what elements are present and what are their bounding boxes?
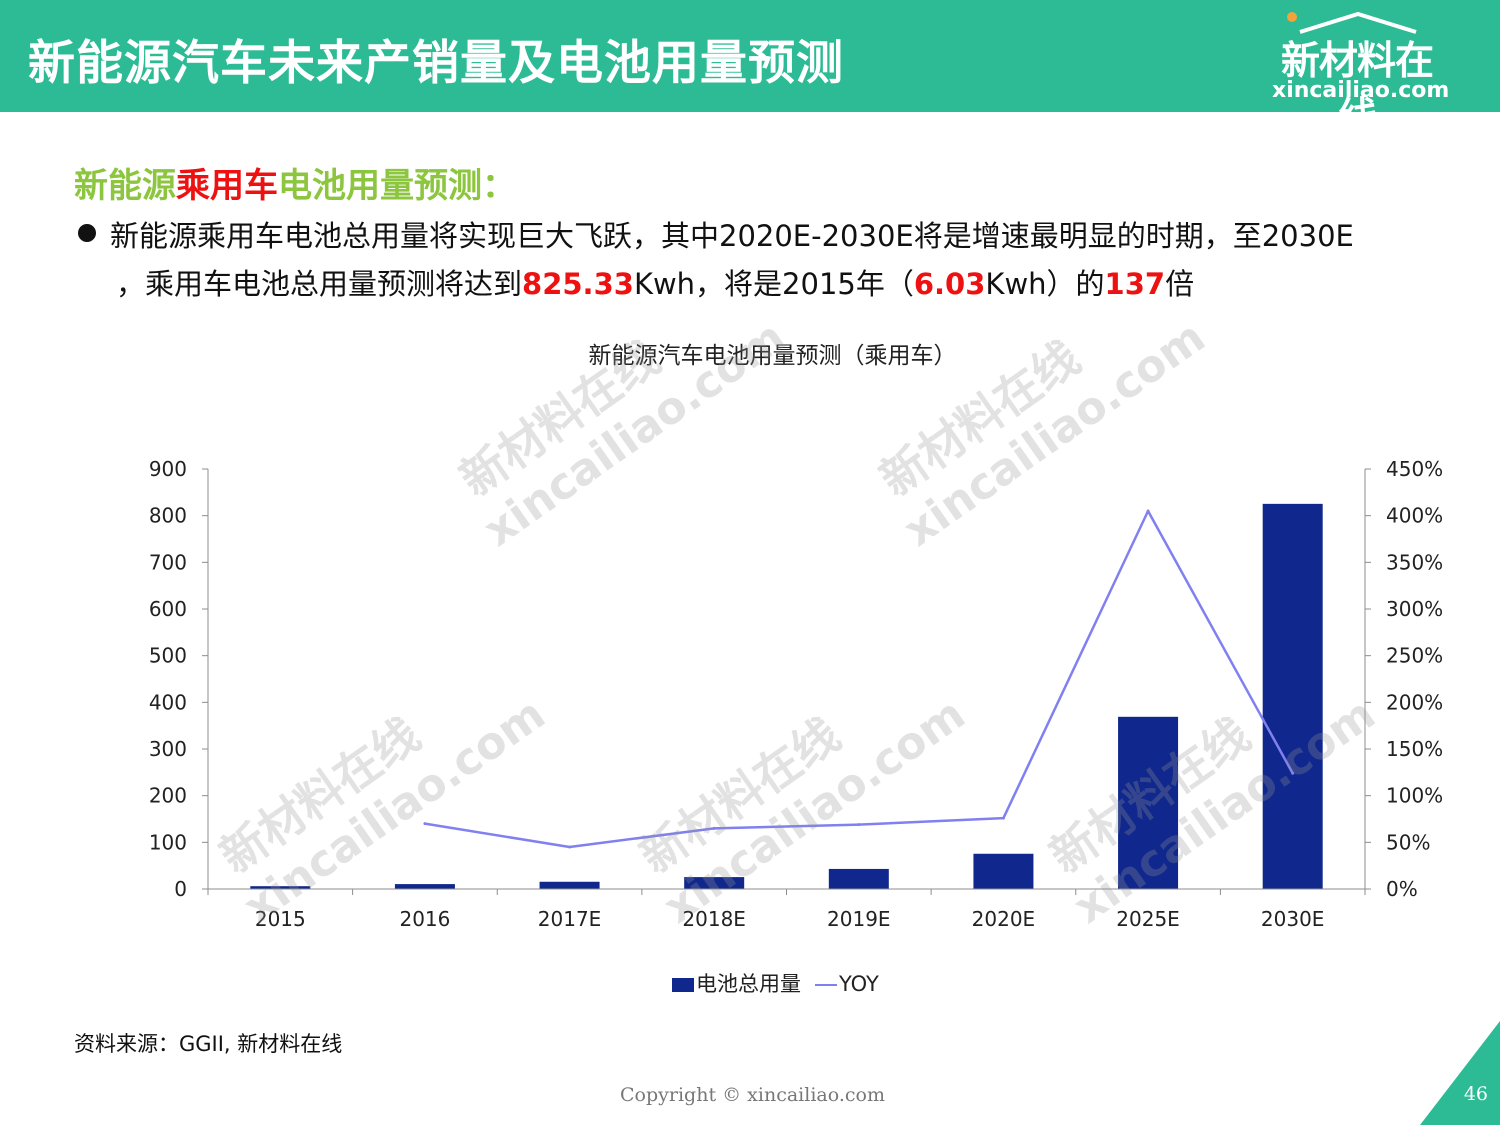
legend-bar-label: 电池总用量 xyxy=(696,972,801,996)
yoy-point xyxy=(857,823,861,827)
y-right-tick-label: 300% xyxy=(1386,597,1443,621)
y-left-tick-label: 200 xyxy=(149,784,187,808)
yoy-point xyxy=(1001,816,1005,820)
chart-title: 新能源汽车电池用量预测（乘用车） xyxy=(588,343,957,369)
y-left-tick-label: 500 xyxy=(149,644,187,668)
bullet-icon xyxy=(78,224,96,242)
bullet-line1: 新能源乘用车电池总用量将实现巨大飞跃，其中2020E-2030E将是增速最明显的… xyxy=(110,219,1354,253)
bar xyxy=(828,868,889,889)
y-right-tick-label: 150% xyxy=(1386,737,1443,761)
y-left-tick-label: 300 xyxy=(149,737,187,761)
y-left-tick-label: 0 xyxy=(174,877,187,901)
y-right-tick-label: 100% xyxy=(1386,784,1443,808)
y-right-tick-label: 450% xyxy=(1386,457,1443,481)
x-tick-label: 2019E xyxy=(827,907,891,931)
bar xyxy=(539,881,600,889)
bar xyxy=(1262,503,1323,889)
section-title-part1: 新能源 xyxy=(74,166,176,206)
copyright: Copyright © xincailiao.com xyxy=(620,1084,885,1106)
page-title: 新能源汽车未来产销量及电池用量预测 xyxy=(28,36,844,91)
bullet-text-c: Kwh）的 xyxy=(985,267,1105,301)
x-tick-label: 2020E xyxy=(972,907,1036,931)
bar xyxy=(250,886,311,889)
yoy-point xyxy=(423,822,427,826)
highlight-multiple: 137 xyxy=(1104,267,1166,301)
y-right-tick-label: 0% xyxy=(1386,877,1418,901)
x-tick-label: 2030E xyxy=(1261,907,1325,931)
legend-line-label: YOY xyxy=(839,972,879,996)
y-right-tick-label: 350% xyxy=(1386,550,1443,574)
y-left-tick-label: 900 xyxy=(149,457,187,481)
x-tick-label: 2018E xyxy=(682,907,746,931)
x-tick-label: 2016 xyxy=(399,907,450,931)
legend-bar-swatch xyxy=(672,978,694,992)
highlight-value-2030: 825.33 xyxy=(522,267,634,301)
y-left-tick-label: 400 xyxy=(149,690,187,714)
yoy-point xyxy=(712,826,716,830)
y-right-tick-label: 50% xyxy=(1386,830,1430,854)
yoy-point xyxy=(1146,509,1150,513)
brand-logo[interactable]: 新材料在线 xincailiao.com xyxy=(1272,10,1450,140)
y-right-tick-label: 400% xyxy=(1386,504,1443,528)
y-left-tick-label: 100 xyxy=(149,830,187,854)
yoy-point xyxy=(568,845,572,849)
header-bar: 新能源汽车未来产销量及电池用量预测 新材料在线 xincailiao.com xyxy=(0,0,1500,140)
section-title-highlight: 乘用车 xyxy=(176,166,278,206)
page-number: 46 xyxy=(1463,1083,1488,1105)
x-tick-label: 2017E xyxy=(538,907,602,931)
logo-url: xincailiao.com xyxy=(1272,78,1450,103)
chart-legend: 电池总用量 YOY xyxy=(672,968,879,998)
y-left-tick-label: 800 xyxy=(149,504,187,528)
y-right-tick-label: 250% xyxy=(1386,644,1443,668)
bullet-line2: ，乘用车电池总用量预测将达到825.33Kwh，将是2015年（6.03Kwh）… xyxy=(110,260,1440,308)
bullet-text-a: ，乘用车电池总用量预测将达到 xyxy=(116,267,523,301)
y-left-tick-label: 600 xyxy=(149,597,187,621)
logo-text: 新材料在线 xyxy=(1280,39,1434,140)
bar xyxy=(394,884,455,889)
source-note: 资料来源：GGII, 新材料在线 xyxy=(74,1032,343,1056)
y-left-tick-label: 700 xyxy=(149,550,187,574)
bullet-text-b: Kwh，将是2015年（ xyxy=(633,267,914,301)
corner-decoration xyxy=(1420,1021,1500,1125)
bullet-text-d: 倍 xyxy=(1165,267,1195,301)
bar xyxy=(684,877,745,889)
y-right-tick-label: 200% xyxy=(1386,690,1443,714)
legend-line-swatch xyxy=(815,984,837,986)
bullet-paragraph: 新能源乘用车电池总用量将实现巨大飞跃，其中2020E-2030E将是增速最明显的… xyxy=(110,212,1440,308)
x-tick-label: 2015 xyxy=(255,907,306,931)
highlight-value-2015: 6.03 xyxy=(913,267,986,301)
bar xyxy=(973,853,1034,889)
bar xyxy=(1118,716,1179,889)
section-title: 新能源乘用车电池用量预测： xyxy=(74,158,516,207)
section-title-part3: 电池用量预测： xyxy=(278,166,516,206)
house-roof-icon xyxy=(1287,11,1417,34)
yoy-point xyxy=(1291,771,1295,775)
x-tick-label: 2025E xyxy=(1116,907,1180,931)
